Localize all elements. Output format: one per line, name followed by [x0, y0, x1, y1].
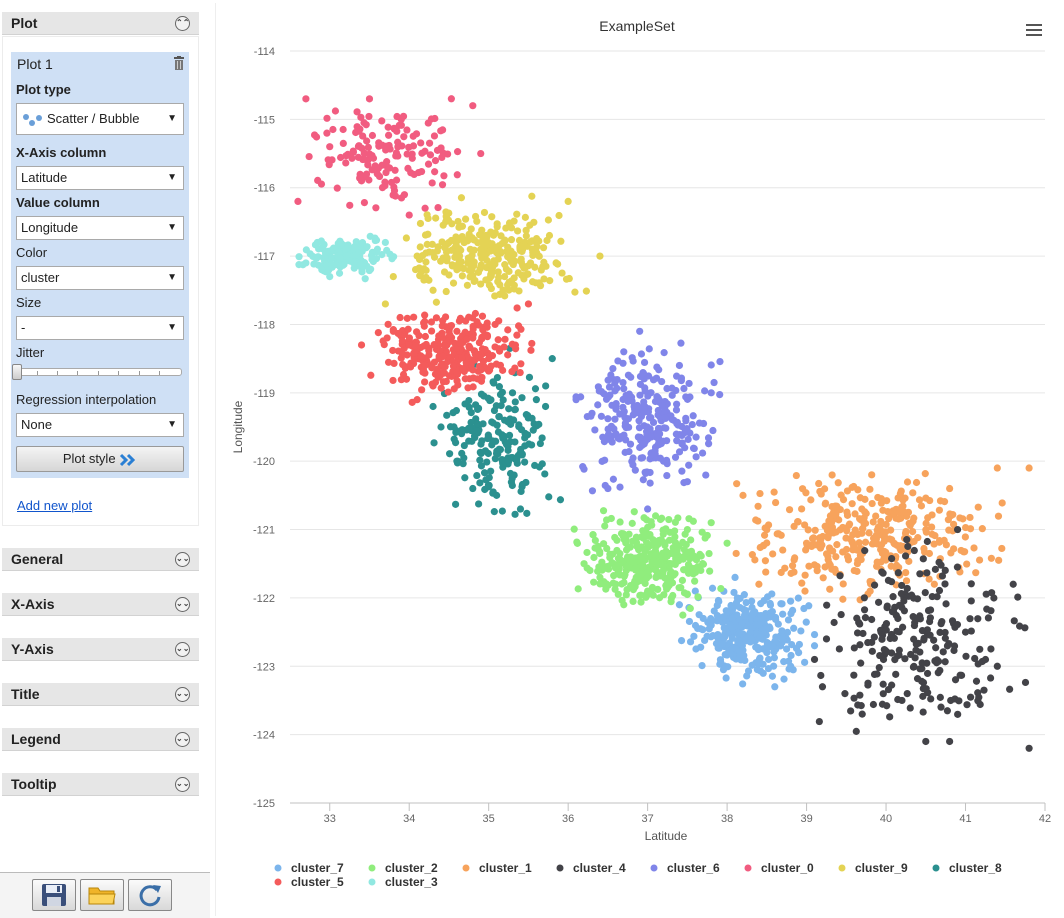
section-x-axis-title: X-Axis	[11, 596, 55, 612]
expand-down-icon[interactable]: ⌄⌄	[175, 777, 190, 792]
expand-down-icon[interactable]: ⌄⌄	[175, 552, 190, 567]
section-tooltip-title: Tooltip	[11, 776, 57, 792]
section-legend[interactable]: Legend ⌄⌄	[2, 728, 199, 751]
value-column-select[interactable]: Longitude ▼	[16, 216, 184, 240]
color-value: cluster	[21, 270, 60, 285]
section-general-title: General	[11, 551, 64, 567]
plot-section-header[interactable]: Plot ⌃⌃	[2, 12, 199, 35]
size-select[interactable]: - ▼	[16, 316, 184, 340]
section-legend-title: Legend	[11, 731, 61, 747]
expand-down-icon[interactable]: ⌄⌄	[175, 687, 190, 702]
size-value: -	[21, 320, 26, 335]
plot-style-label: Plot style	[62, 451, 116, 466]
size-label: Size	[16, 295, 42, 310]
double-chevron-right-icon	[120, 453, 136, 466]
jitter-label: Jitter	[16, 345, 45, 360]
plot-card: Plot 1 Plot type Scatter / Bubble ▼ X-Ax…	[11, 52, 189, 478]
plot-card-title: Plot 1	[17, 56, 53, 72]
plot-style-button[interactable]: Plot style	[16, 446, 184, 472]
color-select[interactable]: cluster ▼	[16, 266, 184, 290]
bottom-toolbar	[0, 872, 210, 918]
expand-down-icon[interactable]: ⌄⌄	[175, 642, 190, 657]
save-button[interactable]	[32, 879, 76, 911]
section-x-axis[interactable]: X-Axis ⌄⌄	[2, 593, 199, 616]
dropdown-arrow-icon: ▼	[167, 222, 177, 233]
plot-section-title: Plot	[11, 15, 38, 31]
chart-panel	[215, 3, 1064, 916]
jitter-slider-handle[interactable]	[12, 364, 22, 380]
add-new-plot-link[interactable]: Add new plot	[17, 498, 93, 513]
regression-select[interactable]: None ▼	[16, 413, 184, 437]
section-y-axis[interactable]: Y-Axis ⌄⌄	[2, 638, 199, 661]
x-axis-column-select[interactable]: Latitude ▼	[16, 166, 184, 190]
settings-panel: Plot ⌃⌃ Plot 1 Plot type Scatter / Bubbl…	[0, 0, 210, 918]
plot-type-label: Plot type	[16, 82, 71, 97]
trash-icon[interactable]	[174, 56, 184, 70]
open-button[interactable]	[80, 879, 124, 911]
refresh-icon	[139, 885, 161, 907]
expand-down-icon[interactable]: ⌄⌄	[175, 597, 190, 612]
dropdown-arrow-icon: ▼	[167, 113, 177, 124]
regression-label: Regression interpolation	[16, 392, 157, 407]
section-general[interactable]: General ⌄⌄	[2, 548, 199, 571]
save-icon	[42, 884, 66, 906]
dropdown-arrow-icon: ▼	[167, 272, 177, 283]
dropdown-arrow-icon: ▼	[167, 172, 177, 183]
section-title-title: Title	[11, 686, 40, 702]
jitter-slider[interactable]	[16, 368, 182, 376]
color-label: Color	[16, 245, 48, 260]
x-axis-column-value: Latitude	[21, 170, 68, 185]
dropdown-arrow-icon: ▼	[167, 322, 177, 333]
x-axis-column-label: X-Axis column	[16, 145, 107, 160]
section-tooltip[interactable]: Tooltip ⌄⌄	[2, 773, 199, 796]
refresh-button[interactable]	[128, 879, 172, 911]
section-title[interactable]: Title ⌄⌄	[2, 683, 199, 706]
expand-down-icon[interactable]: ⌄⌄	[175, 732, 190, 747]
section-y-axis-title: Y-Axis	[11, 641, 54, 657]
plot-type-value: Scatter / Bubble	[47, 111, 140, 126]
dropdown-arrow-icon: ▼	[167, 419, 177, 430]
plot-type-select[interactable]: Scatter / Bubble ▼	[16, 103, 184, 135]
scatter-icon	[23, 113, 42, 126]
collapse-up-icon[interactable]: ⌃⌃	[175, 16, 190, 31]
hamburger-menu-icon[interactable]	[1026, 24, 1042, 38]
value-column-label: Value column	[16, 195, 100, 210]
folder-icon	[88, 887, 116, 905]
value-column-value: Longitude	[21, 220, 79, 235]
regression-value: None	[21, 417, 53, 432]
